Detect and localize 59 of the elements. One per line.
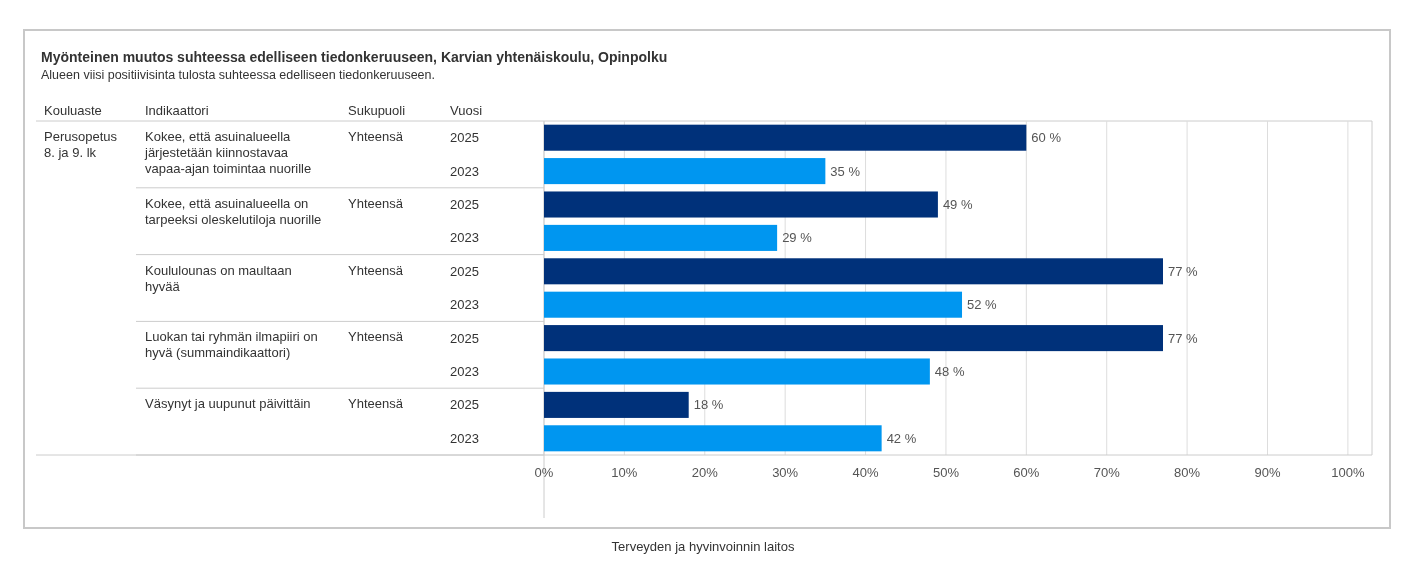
text: Vuosi [450,103,483,118]
text: Perusopetus 8. ja 9. lk [44,129,118,160]
data-label: 49 % [942,197,973,212]
bar [544,425,882,452]
text: Terveyden ja hyvinvoinnin laitos [611,539,795,554]
text: Myönteinen muutos suhteessa edelliseen tiedonkeruuseen, Karvian yhtenäiskoulu, Opinpolku [41,49,668,65]
x-tick-label: 40% [852,465,879,480]
data-label: 52 % [967,297,998,313]
text: Kokee, että asuinalueella järjestetään kiinnostavaa vapaa-ajan toimintaa nuorille [144,129,312,176]
x-tick-label: 30% [772,465,799,480]
text: Koululounas on maultaan hyvää [145,262,292,294]
data-label: 42 % [886,430,917,446]
text: Indikaattori [145,103,209,118]
bar [544,291,963,318]
bar [544,325,1163,352]
y-tick-label: 2025 [450,130,479,146]
x-tick-label: 100% [1331,465,1365,480]
y-tick-label: 2025 [450,330,479,346]
y-tick-label: 2023 [450,364,479,379]
x-tick-label: 80% [1174,465,1201,480]
y-tick-label: 2025 [450,197,479,212]
bar [544,124,1027,151]
text: Yhteensä [348,329,404,345]
x-tick-label: 60% [1013,465,1040,480]
data-label: 35 % [830,163,861,179]
bar [544,224,778,251]
bar [544,158,826,185]
bar [544,358,930,385]
x-tick-label: 70% [1093,465,1121,480]
data-label: 29 % [782,230,813,246]
y-tick-label: 2025 [450,397,479,413]
text: Yhteensä [348,195,404,211]
text: Yhteensä [348,129,404,144]
text: Kokee, että asuinalueella on tarpeeksi oleskelutiloja nuorille [145,195,322,227]
bar [544,391,689,418]
text: Yhteensä [348,262,404,278]
data-label: 60 % [1031,130,1062,146]
y-tick-label: 2023 [450,430,479,446]
y-tick-label: 2023 [450,297,479,313]
y-tick-label: 2025 [450,263,479,279]
x-tick-label: 10% [611,465,638,480]
text: Yhteensä [348,396,404,412]
x-tick-label: 20% [691,465,719,480]
x-tick-label: 90% [1254,465,1281,480]
text: Alueen viisi positiivisinta tulosta suhteessa edelliseen tiedonkeruuseen. [41,68,435,82]
text: Kouluaste [44,103,102,118]
data-label: 18 % [693,397,724,413]
text: Sukupuoli [348,103,406,118]
data-label: 77 % [1167,330,1199,346]
y-tick-label: 2023 [450,230,479,246]
y-tick-label: 2023 [450,163,479,179]
data-label: 48 % [934,364,965,379]
x-tick-label: 0% [534,465,554,480]
bar [544,191,938,218]
x-tick-label: 50% [932,465,960,480]
bar [544,258,1163,285]
text: Väsynyt ja uupunut päivittäin [145,396,311,412]
data-label: 77 % [1167,263,1199,279]
text: Luokan tai ryhmän ilmapiiri on hyvä (summaindikaattori) [145,329,318,361]
